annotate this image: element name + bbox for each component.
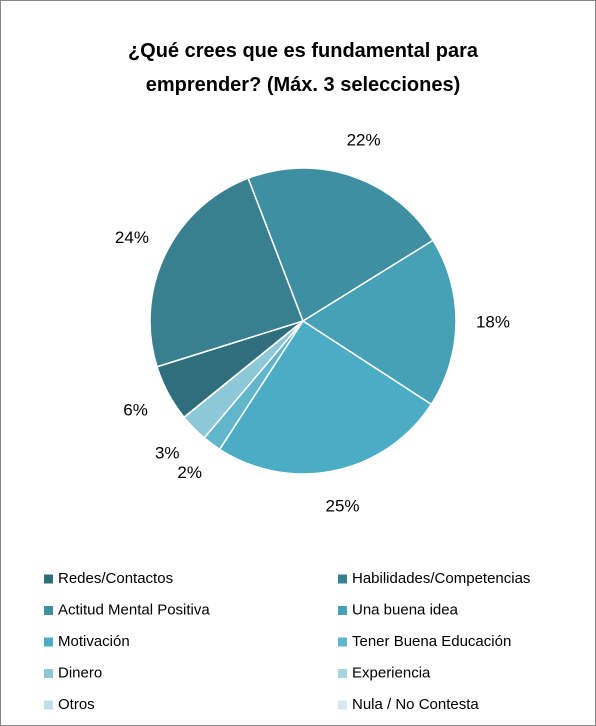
pie-slice: [183, 320, 304, 418]
legend-marker: [44, 606, 53, 615]
legend-marker: [44, 637, 53, 647]
pie-slice: [149, 177, 304, 368]
legend-label: Tener Buena Educación: [352, 633, 511, 650]
legend-marker: [338, 637, 347, 647]
legend-marker: [338, 700, 347, 710]
legend-label: Experiencia: [352, 664, 431, 681]
pie-slice: [301, 239, 457, 406]
chart-title: ¿Qué crees que es fundamental para empre…: [127, 40, 479, 96]
legend-label: Motivación: [58, 633, 130, 650]
data-label: 25%: [325, 496, 359, 515]
legend-label: Actitud Mental Positiva: [58, 601, 210, 618]
legend-marker: [44, 669, 53, 678]
data-label: 2%: [177, 463, 202, 482]
data-label: 24%: [115, 228, 149, 247]
data-label: 3%: [155, 443, 180, 462]
legend-marker: [338, 574, 347, 584]
legend-label: Una buena idea: [352, 601, 459, 618]
legend-label: Redes/Contactos: [58, 570, 173, 587]
legend-label: Otros: [58, 696, 95, 713]
legend-marker: [44, 700, 53, 710]
legend-marker: [338, 606, 347, 615]
data-label: 18%: [476, 312, 510, 331]
legend-label: Dinero: [58, 664, 102, 681]
legend-marker: [338, 669, 347, 678]
data-label: 6%: [123, 400, 148, 419]
data-label: 22%: [347, 130, 381, 149]
pie-slice: [247, 167, 435, 323]
legend-marker: [44, 574, 53, 584]
legend-label: Nula / No Contesta: [352, 696, 479, 713]
legend-label: Habilidades/Competencias: [352, 570, 530, 587]
pie-slice: [218, 319, 433, 475]
